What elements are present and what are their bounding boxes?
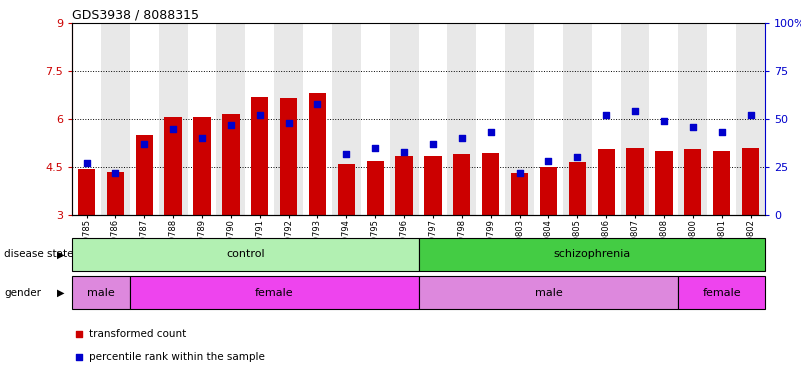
- Text: transformed count: transformed count: [90, 329, 187, 339]
- Text: gender: gender: [4, 288, 41, 298]
- Bar: [511, 174, 528, 215]
- Point: [282, 120, 295, 126]
- Bar: [222, 114, 239, 215]
- Bar: [477, 23, 505, 215]
- Bar: [569, 162, 586, 215]
- Bar: [655, 151, 673, 215]
- Text: GDS3938 / 8088315: GDS3938 / 8088315: [72, 9, 199, 22]
- Bar: [418, 238, 765, 271]
- Point: [224, 122, 237, 128]
- Point: [397, 149, 410, 155]
- Bar: [72, 23, 101, 215]
- Bar: [650, 23, 678, 215]
- Bar: [736, 23, 765, 215]
- Bar: [626, 148, 644, 215]
- Point: [311, 101, 324, 107]
- Point: [138, 141, 151, 147]
- Bar: [274, 23, 303, 215]
- Point: [368, 145, 381, 151]
- Point: [715, 129, 728, 136]
- Bar: [453, 154, 470, 215]
- Bar: [425, 156, 441, 215]
- Text: disease state: disease state: [4, 249, 74, 260]
- Point: [513, 170, 526, 176]
- Point: [109, 170, 122, 176]
- Bar: [389, 23, 418, 215]
- Bar: [482, 153, 499, 215]
- Point: [253, 112, 266, 118]
- Bar: [72, 276, 130, 309]
- Bar: [159, 23, 187, 215]
- Point: [340, 151, 352, 157]
- Bar: [707, 23, 736, 215]
- Point: [629, 108, 642, 114]
- Bar: [130, 276, 418, 309]
- Text: ▶: ▶: [57, 288, 64, 298]
- Bar: [309, 93, 326, 215]
- Point: [571, 154, 584, 161]
- Point: [658, 118, 670, 124]
- Text: schizophrenia: schizophrenia: [553, 249, 630, 260]
- Point: [744, 112, 757, 118]
- Text: male: male: [87, 288, 115, 298]
- Bar: [448, 23, 477, 215]
- Text: control: control: [226, 249, 264, 260]
- Bar: [107, 172, 124, 215]
- Bar: [72, 238, 418, 271]
- Point: [475, 238, 488, 244]
- Point: [475, 28, 488, 35]
- Bar: [101, 23, 130, 215]
- Bar: [367, 161, 384, 215]
- Bar: [193, 118, 211, 215]
- Text: female: female: [255, 288, 293, 298]
- Point: [80, 160, 93, 166]
- Bar: [135, 135, 153, 215]
- Text: ▶: ▶: [57, 249, 64, 260]
- Bar: [598, 149, 615, 215]
- Bar: [78, 169, 95, 215]
- Point: [686, 124, 699, 130]
- Bar: [396, 156, 413, 215]
- Point: [167, 126, 179, 132]
- Bar: [621, 23, 650, 215]
- Bar: [418, 276, 678, 309]
- Bar: [164, 118, 182, 215]
- Point: [542, 158, 555, 164]
- Bar: [251, 97, 268, 215]
- Bar: [280, 98, 297, 215]
- Point: [427, 141, 440, 147]
- Bar: [187, 23, 216, 215]
- Bar: [678, 276, 765, 309]
- Point: [600, 112, 613, 118]
- Bar: [742, 148, 759, 215]
- Bar: [338, 164, 355, 215]
- Bar: [505, 23, 534, 215]
- Bar: [678, 23, 707, 215]
- Bar: [418, 23, 448, 215]
- Bar: [592, 23, 621, 215]
- Point: [485, 129, 497, 136]
- Bar: [332, 23, 360, 215]
- Text: percentile rank within the sample: percentile rank within the sample: [90, 352, 265, 362]
- Bar: [216, 23, 245, 215]
- Point: [456, 135, 469, 141]
- Bar: [684, 149, 702, 215]
- Bar: [713, 151, 731, 215]
- Text: male: male: [534, 288, 562, 298]
- Text: female: female: [702, 288, 741, 298]
- Bar: [245, 23, 274, 215]
- Bar: [540, 167, 557, 215]
- Bar: [360, 23, 389, 215]
- Bar: [534, 23, 563, 215]
- Bar: [563, 23, 592, 215]
- Bar: [130, 23, 159, 215]
- Point: [195, 135, 208, 141]
- Bar: [303, 23, 332, 215]
